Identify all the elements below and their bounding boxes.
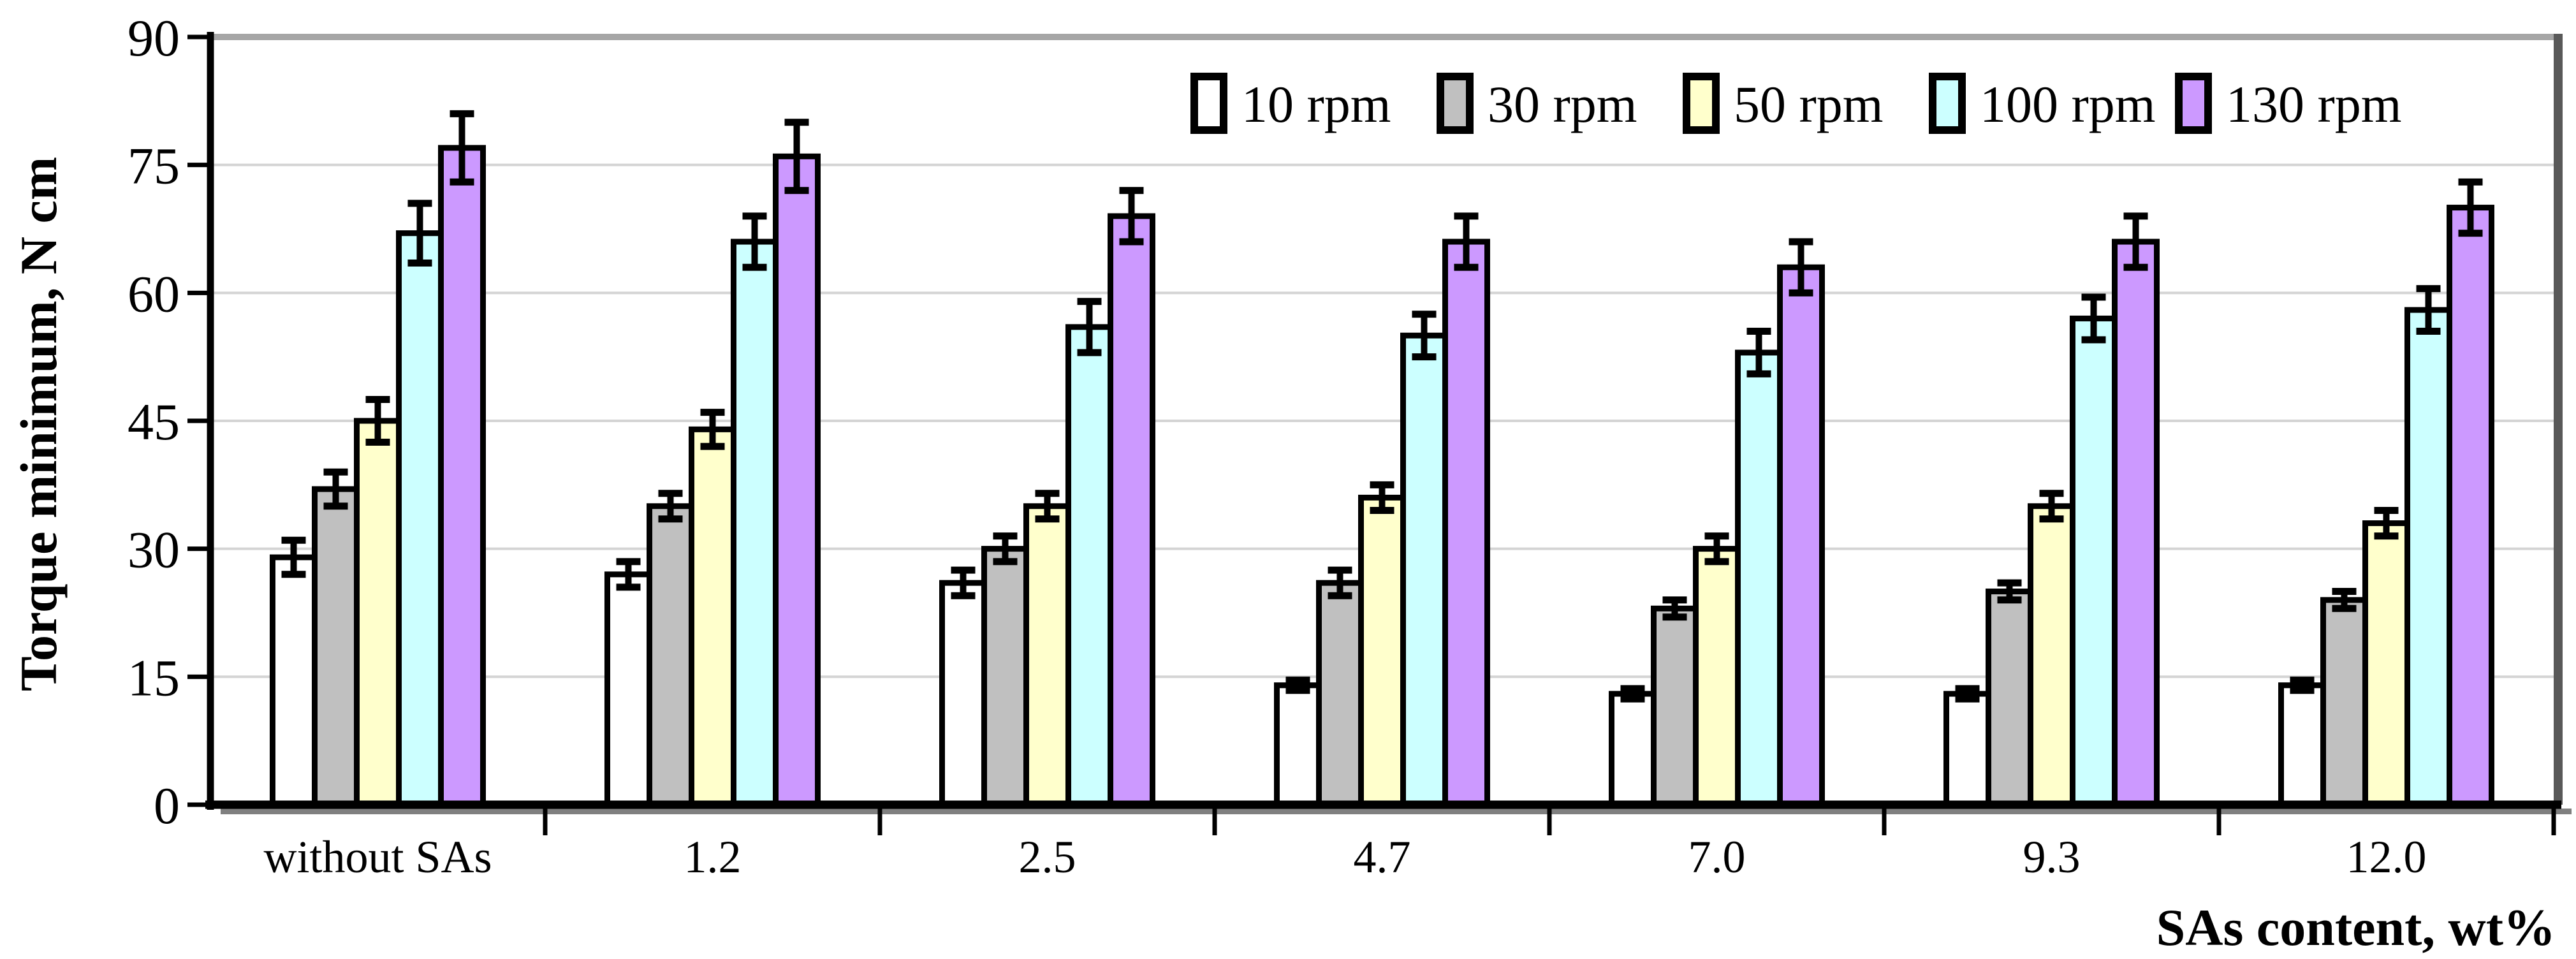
y-tick-label: 0 <box>154 777 180 835</box>
legend: 10 rpm 30 rpm 50 rpm 100 rpm 130 rpm <box>1190 73 2402 134</box>
bar <box>1943 691 1991 808</box>
x-category-label: 7.0 <box>1688 831 1746 882</box>
bar <box>1400 332 1448 808</box>
x-category-label: without SAs <box>263 831 492 882</box>
bar <box>2112 238 2160 808</box>
x-axis-title: SAs content, wt% <box>2156 898 2556 956</box>
legend-label: 30 rpm <box>1488 75 1637 133</box>
plot-border <box>207 34 2572 814</box>
bar <box>396 230 444 808</box>
bar <box>1316 580 1364 808</box>
y-tick-label: 75 <box>128 137 180 195</box>
bar <box>981 546 1029 808</box>
bar <box>2070 315 2118 808</box>
y-axis-title: Torque minimum, N cm <box>10 157 68 691</box>
bar <box>2404 307 2452 808</box>
bar <box>689 426 736 808</box>
legend-swatch <box>1437 73 1474 134</box>
bar <box>1693 546 1741 808</box>
bar <box>1274 682 1322 808</box>
error-bars <box>281 110 2483 703</box>
bar <box>354 418 402 808</box>
y-tick-label: 45 <box>128 393 180 451</box>
x-category-label: 4.7 <box>1354 831 1411 882</box>
x-tick-labels: without SAs 1.2 2.5 4.7 7.0 9.3 12.0 <box>263 831 2426 882</box>
bar <box>2447 205 2494 808</box>
x-category-label: 1.2 <box>684 831 742 882</box>
legend-label: 130 rpm <box>2226 75 2402 133</box>
x-axis-shadow <box>221 809 2572 814</box>
y-tick-label: 60 <box>128 265 180 323</box>
bar <box>2028 503 2075 808</box>
bar <box>1442 238 1490 808</box>
x-category-label: 9.3 <box>2023 831 2081 882</box>
bar <box>604 571 652 808</box>
y-tick-label: 15 <box>128 648 180 706</box>
bar <box>1609 691 1657 808</box>
y-tick-label: 90 <box>128 9 180 67</box>
bar <box>270 554 318 808</box>
bar <box>1023 503 1071 808</box>
legend-label: 10 rpm <box>1241 75 1391 133</box>
bar <box>312 486 360 808</box>
bar <box>2278 682 2326 808</box>
legend-swatch <box>1190 73 1227 134</box>
bar <box>1651 605 1699 808</box>
axes <box>187 32 2561 835</box>
bar <box>939 580 987 808</box>
legend-swatch <box>1929 73 1966 134</box>
legend-swatch <box>2175 73 2212 134</box>
bar <box>773 153 821 808</box>
bar <box>2362 520 2410 808</box>
x-category-label: 12.0 <box>2346 831 2427 882</box>
y-tick-labels: 0 15 30 45 60 75 90 <box>128 9 180 835</box>
bar <box>2320 597 2368 808</box>
bar <box>1735 349 1783 808</box>
bar <box>438 145 486 808</box>
bar <box>647 503 694 808</box>
bar <box>1358 494 1406 808</box>
bar <box>1108 213 1155 808</box>
legend-label: 50 rpm <box>1734 75 1884 133</box>
legend-label: 100 rpm <box>1980 75 2156 133</box>
bar <box>1065 324 1113 808</box>
plot-border-right <box>2554 34 2563 805</box>
bar <box>1777 264 1825 808</box>
bar <box>1986 589 2033 808</box>
legend-swatch <box>1683 73 1720 134</box>
x-category-label: 2.5 <box>1019 831 1076 882</box>
bar <box>731 238 779 808</box>
y-tick-label: 30 <box>128 521 180 579</box>
